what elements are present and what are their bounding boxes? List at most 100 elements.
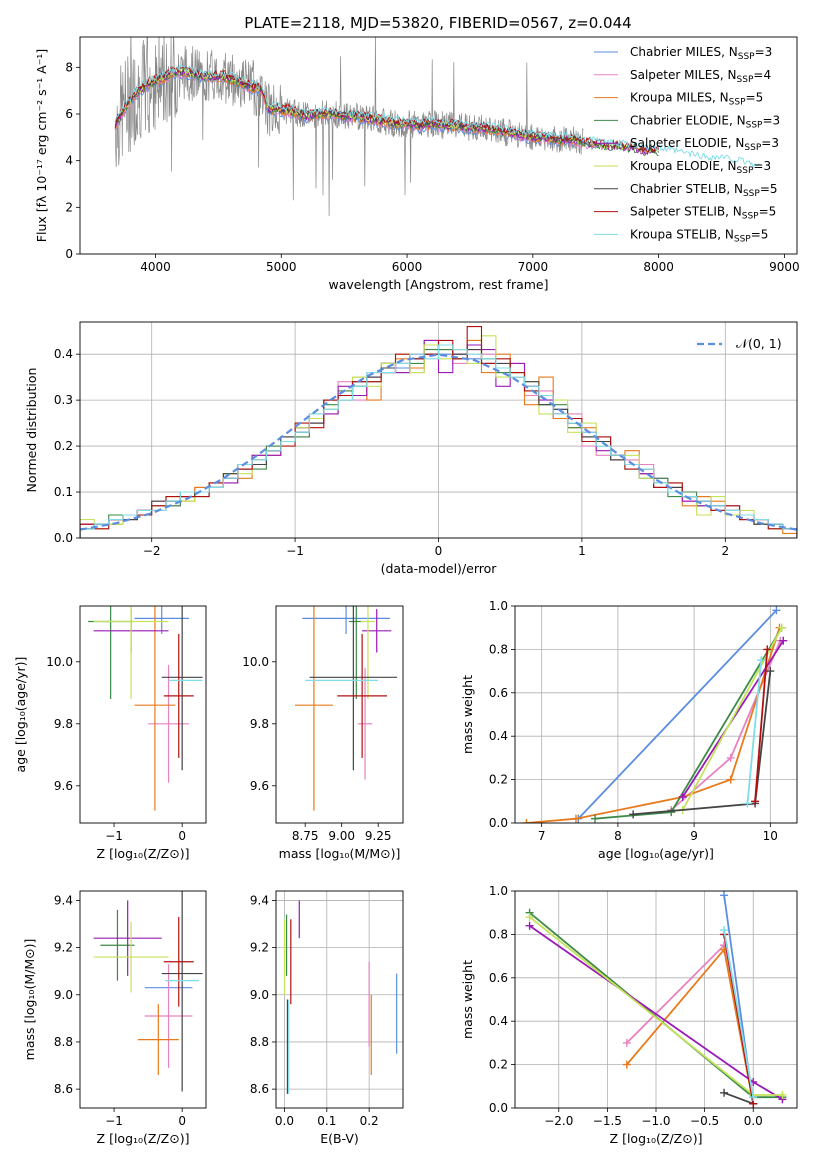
legend-label: Chabrier STELIB, N <box>630 182 743 196</box>
legend-entry: Chabrier MILES, NSSP=3 <box>630 45 772 62</box>
histogram-step <box>80 344 797 538</box>
weight-line <box>594 627 783 820</box>
plot-frame <box>79 36 798 255</box>
y-tick-label: 9.6 <box>250 779 269 793</box>
legend-value: =3 <box>753 159 771 173</box>
x-tick-label: −1.0 <box>641 1114 670 1128</box>
x-tick-label: −1.5 <box>593 1114 622 1128</box>
legend-subscript: SSP <box>734 234 751 244</box>
y-axis-label: mass weight <box>460 675 475 754</box>
weight-line <box>746 660 763 804</box>
weight-marker <box>571 814 580 823</box>
x-axis-label: Z [log₁₀(Z/Z⊙)] <box>610 1131 703 1146</box>
x-axis-label: age [log₁₀(age/yr)] <box>598 846 714 861</box>
legend-value: =5 <box>751 227 769 241</box>
legend-label: Salpeter STELIB, N <box>630 205 742 219</box>
legend-entry: Kroupa STELIB, NSSP=5 <box>630 227 768 244</box>
weight-marker <box>779 636 788 645</box>
x-tick-label: −1 <box>286 544 304 558</box>
y-tick-label: 0.6 <box>489 971 508 985</box>
x-tick-label: 6000 <box>392 260 423 274</box>
error-bars <box>88 606 203 811</box>
x-axis-label: Z [log₁₀(Z/Z⊙)] <box>97 1131 190 1146</box>
y-tick-label: 10.0 <box>46 655 73 669</box>
weight-marker <box>751 797 760 806</box>
weight-line <box>681 627 783 811</box>
legend-value: =4 <box>753 68 771 82</box>
x-tick-label: 0.0 <box>275 1114 294 1128</box>
legend-value: =5 <box>760 182 778 196</box>
plot-frame <box>79 605 207 824</box>
x-axis-label: mass [log₁₀(M/M⊙)] <box>279 846 401 861</box>
error-bars <box>283 900 398 1094</box>
weight-marker <box>777 623 786 632</box>
y-tick-label: 0 <box>65 247 73 261</box>
legend-entry: Salpeter MILES, NSSP=4 <box>630 68 771 85</box>
error-bars <box>294 606 398 811</box>
weight-marker <box>763 645 772 654</box>
x-axis-label: E(B-V) <box>320 1131 359 1146</box>
y-tick-label: 2 <box>65 200 73 214</box>
y-tick-label: 8 <box>65 60 73 74</box>
y-tick-label: 9.4 <box>250 893 269 907</box>
spectrum-panel: 4000 5000 6000 7000 8000 9000 0 2 4 6 8 wavelength … <box>34 36 800 292</box>
weight-marker <box>749 1093 758 1102</box>
weight-lines <box>525 891 787 1108</box>
legend-label: 𝒩(0, 1) <box>736 336 782 351</box>
legend-label: Kroupa ELODIE, N <box>630 159 737 173</box>
chart-title: PLATE=2118, MJD=53820, FIBERID=0567, z=0… <box>244 14 631 32</box>
weight-marker <box>678 792 687 801</box>
x-tick-label: 0.0 <box>744 1114 763 1128</box>
y-tick-label: 9.4 <box>54 893 73 907</box>
y-tick-label: 0.8 <box>489 927 508 941</box>
spectrum-lines <box>114 37 760 217</box>
y-tick-label: 1.0 <box>489 599 508 613</box>
residuals-panel: −2 −1 0 1 2 0.0 0.1 0.2 0.3 0.4 (data-model)/error… <box>24 321 798 576</box>
y-axis-label: age [log₁₀(age/yr)] <box>13 657 28 773</box>
x-tick-label: 2 <box>721 544 729 558</box>
legend-subscript: SSP <box>737 166 754 176</box>
x-tick-label: 7000 <box>518 260 549 274</box>
plot-frame <box>514 605 798 824</box>
y-tick-label: 10.0 <box>242 655 269 669</box>
weight-marker <box>778 1090 787 1099</box>
x-tick-label: 8.75 <box>292 829 319 843</box>
y-tick-label: 9.6 <box>54 779 73 793</box>
legend-value: =5 <box>746 91 764 105</box>
x-tick-label: 1 <box>578 544 586 558</box>
y-tick-label: 9.8 <box>250 717 269 731</box>
weight-marker <box>629 810 638 819</box>
x-axis-label: Z [log₁₀(Z/Z⊙)] <box>97 846 190 861</box>
y-tick-label: 8.8 <box>250 1035 269 1049</box>
legend-label: Kroupa MILES, N <box>630 91 729 105</box>
weight-lines <box>522 606 788 823</box>
x-tick-label: −2.0 <box>544 1114 573 1128</box>
x-axis-label: wavelength [Angstrom, rest frame] <box>328 277 548 292</box>
legend-label: Salpeter MILES, N <box>630 68 737 82</box>
x-tick-label: 9000 <box>769 260 800 274</box>
x-tick-label: −2 <box>143 544 161 558</box>
y-tick-label: 0.3 <box>54 393 73 407</box>
legend-label: Chabrier MILES, N <box>630 45 738 59</box>
plot-frame <box>275 890 404 1109</box>
y-tick-label: 9.2 <box>250 941 269 955</box>
plot-frame <box>79 890 207 1109</box>
legend-subscript: SSP <box>738 52 755 62</box>
x-tick-label: 0 <box>178 1114 186 1128</box>
x-tick-label: 0 <box>178 829 186 843</box>
weight-line <box>577 609 778 820</box>
y-tick-label: 8.8 <box>54 1035 73 1049</box>
legend-entry: Chabrier ELODIE, NSSP=3 <box>630 113 780 130</box>
legend-entry: Salpeter STELIB, NSSP=5 <box>630 205 776 222</box>
weight-marker <box>720 926 729 935</box>
y-tick-label: 9.2 <box>54 941 73 955</box>
weight-line <box>754 649 769 802</box>
legend-subscript: SSP <box>729 98 746 108</box>
y-tick-label: 4 <box>65 154 73 168</box>
y-tick-label: 0.0 <box>489 816 508 830</box>
weight-marker <box>772 606 781 615</box>
y-tick-label: 0.4 <box>489 729 508 743</box>
weight-marker <box>522 819 531 823</box>
x-tick-label: −1 <box>105 1114 123 1128</box>
plot-frame <box>514 890 798 1109</box>
